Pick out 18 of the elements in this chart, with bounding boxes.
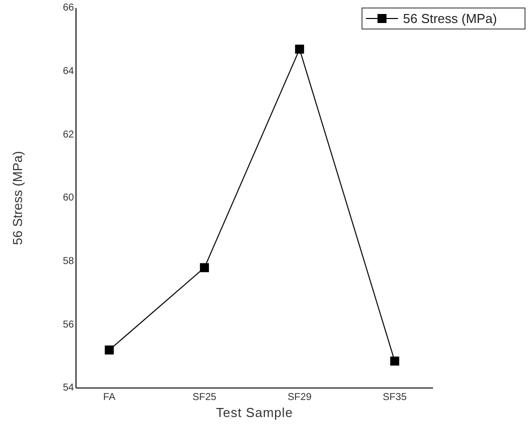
x-tick-label: SF29 xyxy=(288,392,312,403)
point xyxy=(390,356,400,366)
legend-label: 56 Stress (MPa) xyxy=(403,11,497,26)
y-tick-label: 64 xyxy=(62,66,74,77)
point xyxy=(104,346,114,354)
y-tick-label: 58 xyxy=(62,256,74,267)
y-tick-label: 60 xyxy=(62,192,74,204)
y-axis-title: 56 Stress (MPa) xyxy=(10,151,25,245)
x-axis-title: Test Sample xyxy=(216,405,294,420)
point xyxy=(200,263,209,272)
y-tick-label: 54 xyxy=(62,382,74,394)
y-tick-label: 66 xyxy=(62,2,74,14)
x-tick-label: FA xyxy=(103,392,116,403)
y-tick-label: 56 xyxy=(62,319,74,330)
y-tick-label: 62 xyxy=(62,129,74,140)
x-tick-label: SF35 xyxy=(382,392,408,403)
x-tick-label: SF25 xyxy=(192,392,217,403)
point xyxy=(295,44,304,54)
